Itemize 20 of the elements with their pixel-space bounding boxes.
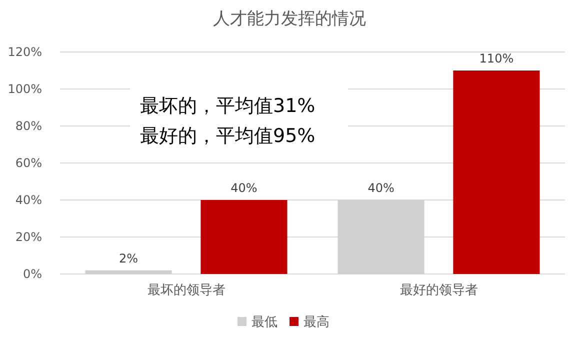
annotation: 最好的，平均值95% (140, 125, 316, 147)
x-tick-label: 最坏的领导者 (147, 283, 226, 298)
y-tick-label: 0% (22, 267, 42, 282)
bar (453, 70, 540, 274)
legend-label: 最高 (304, 314, 330, 330)
data-label: 40% (230, 181, 258, 195)
chart-title: 人才能力发挥的情况 (213, 9, 366, 29)
y-tick-label: 80% (15, 119, 42, 134)
legend-label: 最低 (252, 315, 278, 330)
data-label: 110% (479, 52, 514, 66)
data-label: 40% (368, 181, 394, 195)
y-tick-label: 40% (15, 193, 42, 208)
annotation: 最坏的，平均值31% (140, 95, 316, 117)
data-label: 2% (119, 251, 138, 266)
y-tick-label: 120% (8, 45, 42, 60)
y-tick-label: 60% (15, 156, 42, 170)
x-tick-label: 最好的领导者 (400, 283, 478, 298)
bar (200, 200, 288, 274)
y-tick-label: 20% (15, 230, 42, 244)
y-tick-label: 100% (8, 82, 42, 96)
